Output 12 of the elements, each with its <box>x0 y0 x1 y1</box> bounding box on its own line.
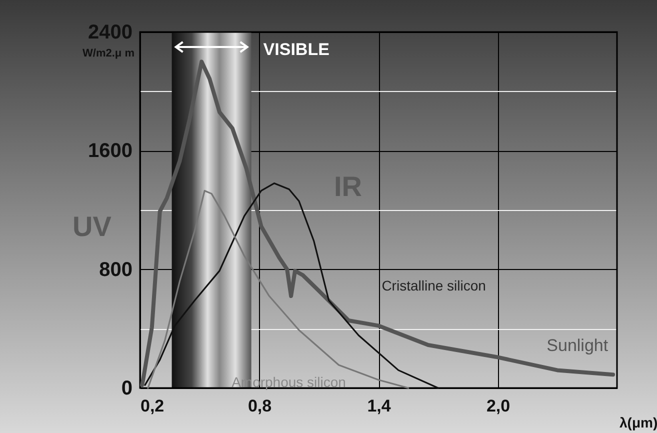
y-tick-label: 1600 <box>88 140 132 162</box>
x-axis-title: λ(μm) <box>620 414 657 430</box>
x-tick-label: 1,4 <box>367 396 392 416</box>
x-tick-label: 0,8 <box>248 396 272 416</box>
band-label: VISIBLE <box>263 40 330 59</box>
x-tick-label: 0,2 <box>140 396 164 416</box>
text: Cristalline silicon <box>382 277 486 294</box>
y-tick-label: 800 <box>99 258 132 281</box>
y-axis-title: W/m2.μ m <box>82 48 135 60</box>
x-tick-label: 2,0 <box>486 396 510 416</box>
series-label: Sunlight <box>546 336 608 356</box>
y-tick-label: 0 <box>121 378 132 400</box>
